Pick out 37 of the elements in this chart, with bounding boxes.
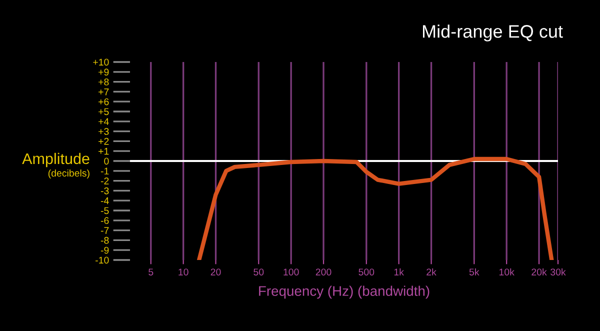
chart-title: Mid-range EQ cut <box>423 24 563 42</box>
x-tick-label: 50 <box>254 268 264 276</box>
x-tick-label: 5k <box>469 268 480 276</box>
y-tick-label: -3 <box>100 187 109 194</box>
y-tick-label: -10 <box>96 256 109 264</box>
y-tick-label: -8 <box>100 236 109 244</box>
y-tick-label: +1 <box>98 148 109 155</box>
x-tick-label: 100 <box>284 268 299 276</box>
x-tick-label: 30k <box>550 268 566 276</box>
x-tick-label: 1k <box>394 268 404 276</box>
y-tick-label: 0 <box>104 158 109 165</box>
y-axis-title: Amplitude (decibels) <box>22 152 90 179</box>
x-axis-title: Frequency (Hz) (bandwidth) <box>259 286 430 299</box>
x-tick-label: 20 <box>210 268 221 276</box>
x-tick-label: 20k <box>532 268 547 276</box>
y-tick-label: -7 <box>100 227 109 234</box>
y-tick-label: +6 <box>98 98 109 106</box>
y-tick-label: -6 <box>100 217 109 224</box>
y-tick-label: -9 <box>100 246 109 254</box>
y-tick-label: -4 <box>100 197 109 204</box>
y-tick-label: -1 <box>100 168 109 174</box>
y-tick-label: +8 <box>98 78 109 86</box>
y-tick-label: +7 <box>98 88 109 96</box>
x-tick-label: 2k <box>426 268 436 276</box>
y-tick-label: +10 <box>93 58 109 66</box>
y-tick-label: +9 <box>98 68 109 76</box>
x-tick-label: 10 <box>178 268 188 276</box>
y-tick-label: +2 <box>98 138 109 145</box>
y-tick-label: +4 <box>98 118 109 125</box>
x-tick-label: 10k <box>499 268 514 276</box>
y-tick-label: -2 <box>100 178 109 184</box>
y-tick-label: -5 <box>100 207 109 214</box>
x-tick-label: 200 <box>316 268 332 276</box>
x-tick-label: 500 <box>358 268 374 276</box>
y-tick-label: +5 <box>98 108 109 116</box>
x-tick-label: 5 <box>148 268 154 276</box>
y-tick-label: +3 <box>98 128 109 135</box>
